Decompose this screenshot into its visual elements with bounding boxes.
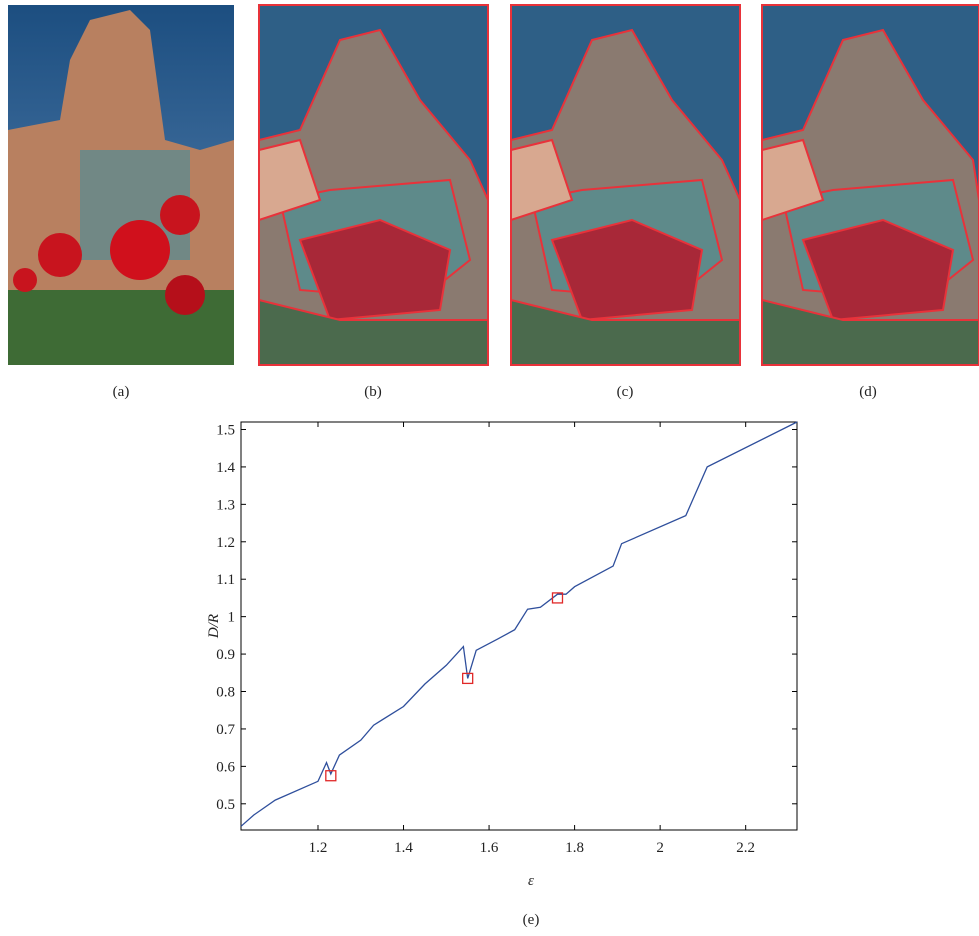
y-tick-label: 1 bbox=[228, 610, 236, 626]
panel-caption: (e) bbox=[523, 912, 540, 928]
x-tick-label: 2.2 bbox=[736, 840, 755, 856]
y-tick-label: 1.5 bbox=[216, 422, 235, 438]
x-tick-label: 1.8 bbox=[565, 840, 584, 856]
panel-caption: (a) bbox=[113, 384, 130, 400]
figure-svg: ε D/R (e) (a) (b) (c) (d) 0.5 0.6 0.7 0.8 0.9 1 1.… bbox=[0, 0, 979, 936]
y-tick-label: 0.6 bbox=[216, 759, 235, 775]
y-axis-label: D/R bbox=[206, 614, 222, 639]
panel-caption: (c) bbox=[617, 384, 634, 400]
y-tick-label: 0.9 bbox=[216, 647, 235, 663]
photo-panel bbox=[8, 5, 234, 365]
x-tick-label: 1.4 bbox=[394, 840, 413, 856]
x-tick-label: 2 bbox=[656, 840, 664, 856]
figure: ε D/R (e) (a) (b) (c) (d) 0.5 0.6 0.7 0.8 0.9 1 1.… bbox=[0, 0, 979, 936]
data-line bbox=[241, 422, 797, 826]
segment-panel bbox=[259, 5, 979, 365]
y-tick-label: 1.4 bbox=[216, 460, 235, 476]
plot-frame bbox=[241, 422, 797, 830]
y-tick-label: 0.5 bbox=[216, 797, 235, 813]
x-tick-label: 1.2 bbox=[309, 840, 328, 856]
y-tick-label: 0.7 bbox=[216, 722, 235, 738]
panel-caption: (d) bbox=[859, 384, 877, 400]
panel-caption: (b) bbox=[364, 384, 382, 400]
y-tick-label: 1.3 bbox=[216, 497, 235, 513]
x-axis-label: ε bbox=[528, 873, 534, 889]
y-tick-label: 1.2 bbox=[216, 535, 235, 551]
y-tick-label: 0.8 bbox=[216, 685, 235, 701]
x-tick-label: 1.6 bbox=[480, 840, 499, 856]
y-tick-label: 1.1 bbox=[216, 572, 235, 588]
